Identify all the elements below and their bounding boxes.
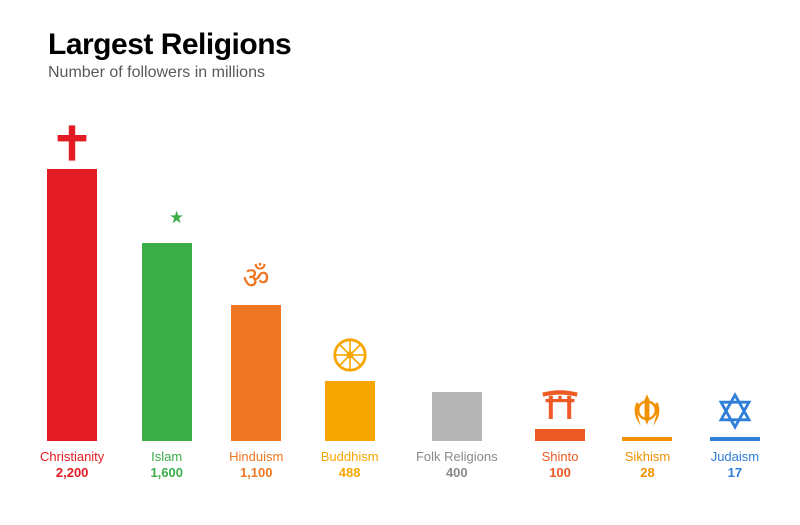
bar bbox=[325, 381, 375, 441]
religion-value: 400 bbox=[416, 465, 498, 481]
cross-icon bbox=[52, 123, 92, 163]
bar bbox=[142, 243, 192, 441]
religion-name: Folk Religions bbox=[416, 449, 498, 465]
religion-value: 2,200 bbox=[40, 465, 104, 481]
bar bbox=[231, 305, 281, 441]
religion-value: 488 bbox=[321, 465, 379, 481]
bar-column: Sikhism28 bbox=[622, 437, 672, 483]
religion-value: 28 bbox=[625, 465, 671, 481]
religion-name: Judaism bbox=[711, 449, 759, 465]
page-subtitle: Number of followers in millions bbox=[48, 64, 265, 82]
bar-column: ॐHinduism1,100 bbox=[229, 305, 283, 483]
bar bbox=[622, 437, 672, 441]
bar-column: Buddhism488 bbox=[321, 381, 379, 483]
page-title: Largest Religions bbox=[48, 28, 291, 62]
bar bbox=[710, 437, 760, 441]
om-icon: ॐ bbox=[236, 259, 276, 299]
religion-name: Christianity bbox=[40, 449, 104, 465]
religion-value: 1,600 bbox=[150, 465, 183, 481]
bar-label: Buddhism488 bbox=[321, 449, 379, 483]
bar-label: Islam1,600 bbox=[150, 449, 183, 483]
bar-label: Christianity2,200 bbox=[40, 449, 104, 483]
dharma-icon bbox=[330, 335, 370, 375]
religion-value: 17 bbox=[711, 465, 759, 481]
torii-icon bbox=[540, 383, 580, 423]
bar-label: Hinduism1,100 bbox=[229, 449, 283, 483]
bar-column: Islam1,600 bbox=[142, 243, 192, 483]
religion-name: Buddhism bbox=[321, 449, 379, 465]
bar-label: Judaism17 bbox=[711, 449, 759, 483]
bar bbox=[535, 429, 585, 441]
religion-value: 100 bbox=[542, 465, 579, 481]
bar-column: Shinto100 bbox=[535, 429, 585, 483]
crescent-icon bbox=[147, 197, 187, 237]
religion-name: Hinduism bbox=[229, 449, 283, 465]
religion-name: Shinto bbox=[542, 449, 579, 465]
star-icon bbox=[715, 391, 755, 431]
bar-label: Sikhism28 bbox=[625, 449, 671, 483]
religions-bar-chart: Christianity2,200Islam1,600ॐHinduism1,10… bbox=[40, 92, 760, 483]
bar bbox=[47, 169, 97, 441]
svg-text:ॐ: ॐ bbox=[243, 259, 270, 297]
bar-label: Shinto100 bbox=[542, 449, 579, 483]
bar-column: Judaism17 bbox=[710, 437, 760, 483]
religion-name: Sikhism bbox=[625, 449, 671, 465]
khanda-icon bbox=[627, 391, 667, 431]
religion-value: 1,100 bbox=[229, 465, 283, 481]
bar bbox=[432, 392, 482, 441]
bar-column: Folk Religions400 bbox=[416, 392, 498, 483]
religion-name: Islam bbox=[150, 449, 183, 465]
bar-label: Folk Religions400 bbox=[416, 449, 498, 483]
bar-column: Christianity2,200 bbox=[40, 169, 104, 483]
